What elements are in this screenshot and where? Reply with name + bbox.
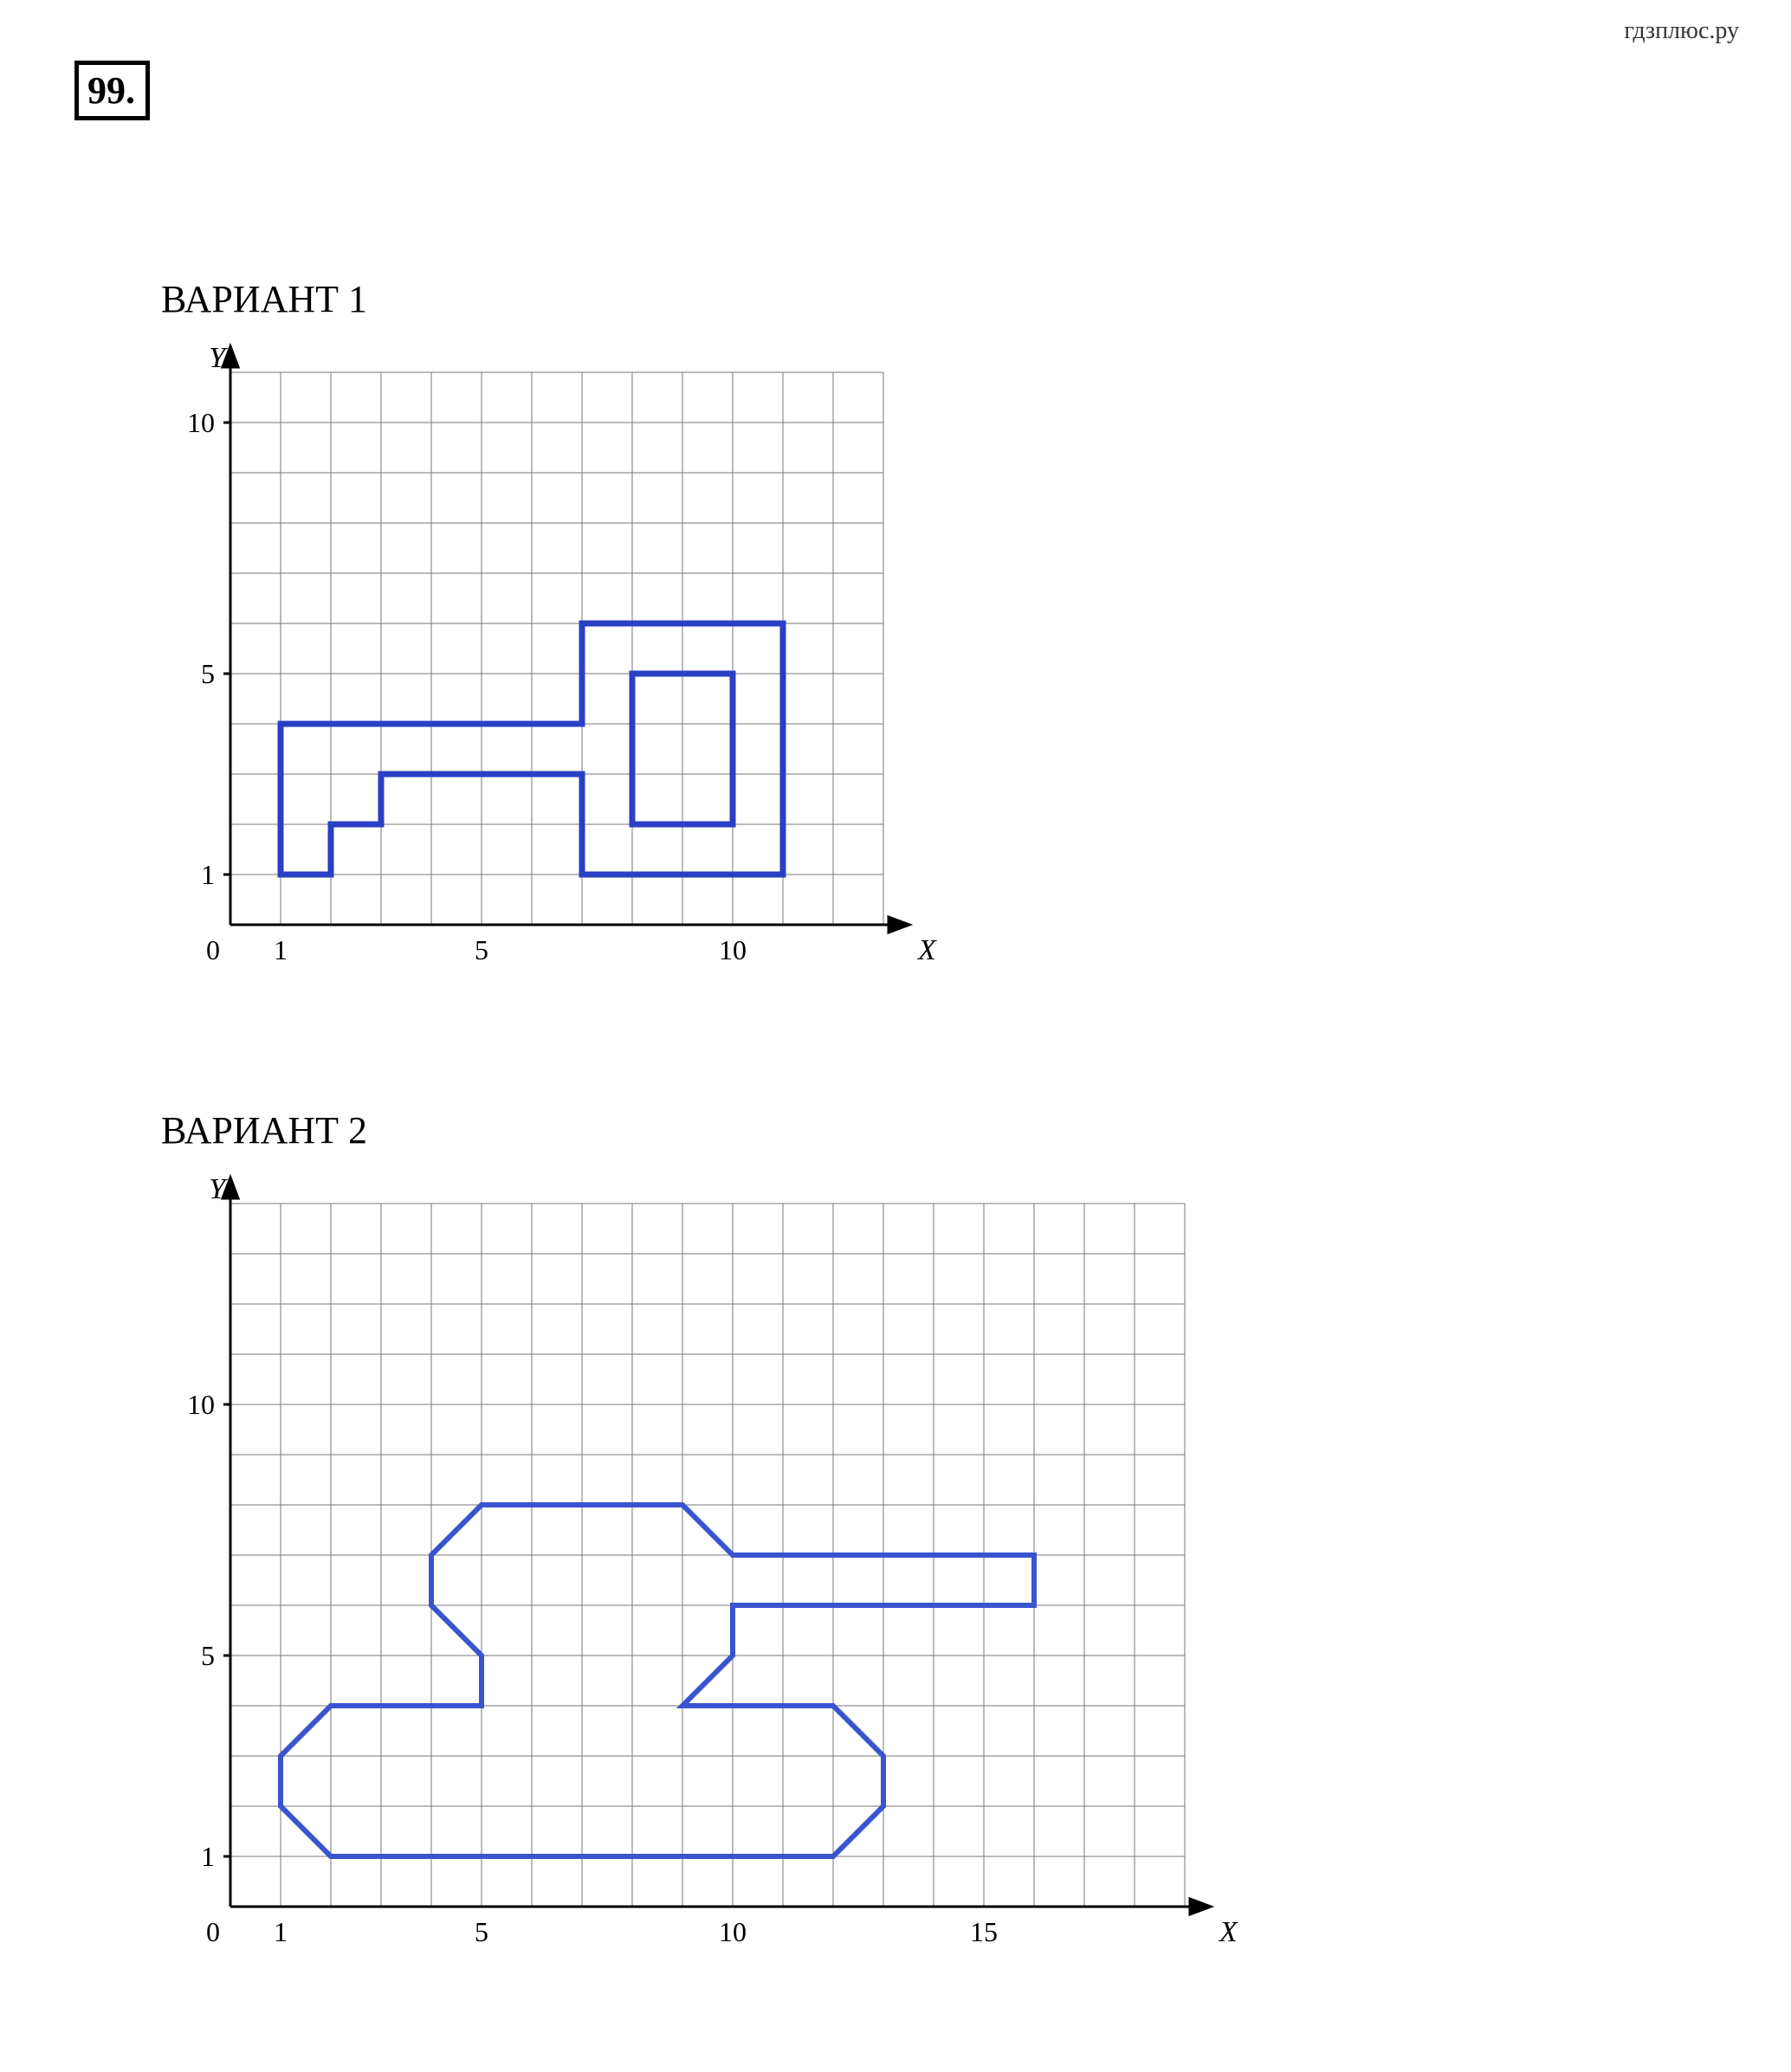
svg-text:0: 0 — [206, 934, 220, 965]
variant2-title: ВАРИАНТ 2 — [161, 1108, 367, 1152]
svg-text:X: X — [1218, 1916, 1238, 1948]
task-number: 99. — [74, 61, 150, 120]
svg-text:1: 1 — [274, 1916, 288, 1947]
svg-text:X: X — [916, 934, 937, 966]
svg-text:5: 5 — [201, 658, 215, 689]
svg-text:10: 10 — [719, 1916, 747, 1947]
svg-text:Y: Y — [209, 1173, 228, 1205]
svg-text:1: 1 — [201, 859, 215, 890]
svg-text:5: 5 — [475, 934, 488, 965]
svg-text:10: 10 — [719, 934, 747, 965]
svg-text:1: 1 — [274, 934, 288, 965]
variant1-title: ВАРИАНТ 1 — [161, 277, 367, 321]
variant2-chart: 01510151510YX — [161, 1169, 1271, 1959]
variant1-chart: 015101510YX — [161, 338, 970, 977]
svg-text:0: 0 — [206, 1916, 220, 1947]
watermark-text: гдзплюс.ру — [1624, 17, 1739, 45]
svg-text:5: 5 — [201, 1640, 215, 1671]
svg-text:10: 10 — [187, 1389, 215, 1420]
svg-text:5: 5 — [475, 1916, 488, 1947]
svg-text:10: 10 — [187, 407, 215, 438]
svg-text:1: 1 — [201, 1841, 215, 1872]
svg-text:Y: Y — [209, 342, 228, 374]
svg-text:15: 15 — [970, 1916, 998, 1947]
